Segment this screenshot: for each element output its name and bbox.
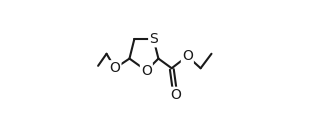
Text: O: O — [110, 61, 120, 75]
Text: O: O — [182, 49, 193, 63]
Text: O: O — [170, 88, 181, 102]
Text: S: S — [149, 32, 158, 46]
Text: O: O — [141, 64, 152, 78]
